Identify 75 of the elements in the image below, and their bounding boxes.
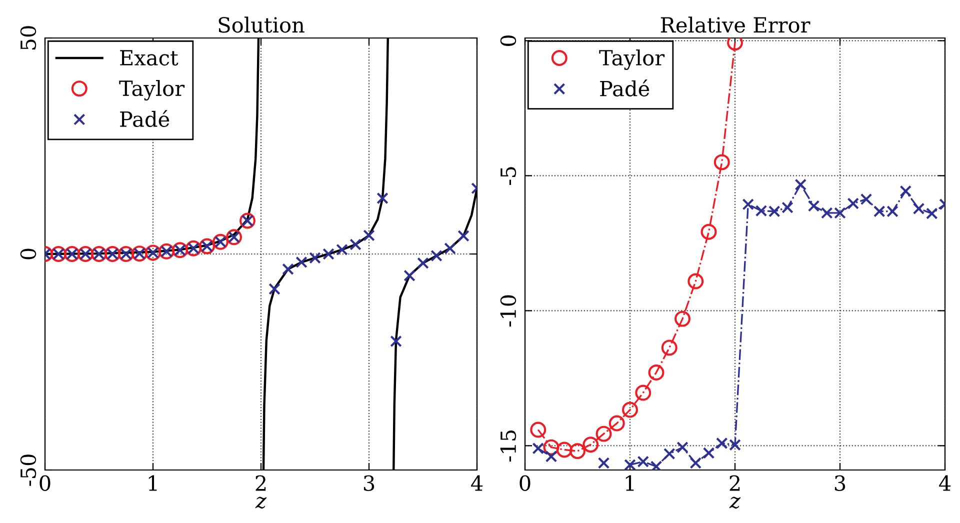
point xyxy=(794,178,807,191)
point xyxy=(282,263,294,276)
point xyxy=(296,256,308,268)
x-tick-label: 3 xyxy=(834,475,846,491)
point xyxy=(543,439,560,456)
point xyxy=(322,248,334,260)
point xyxy=(688,273,704,290)
y-tick-label: 50 xyxy=(20,26,36,50)
x-tick-label: 2 xyxy=(256,475,266,491)
point xyxy=(376,192,388,204)
point xyxy=(912,202,925,215)
point xyxy=(556,442,572,458)
x-axis-title: z xyxy=(729,496,741,509)
point xyxy=(860,193,872,206)
x-tick-label: 3 xyxy=(364,475,374,491)
point xyxy=(926,208,938,220)
point xyxy=(570,443,586,460)
point xyxy=(417,257,429,269)
legend-label: Taylor xyxy=(599,49,665,70)
y-tick-label: -50 xyxy=(20,454,36,486)
y-tick-label: 0 xyxy=(500,35,516,46)
point xyxy=(663,448,676,460)
x-axis-title: z xyxy=(255,496,267,509)
x-tick-label: 1 xyxy=(148,475,157,491)
y-tick-label: -10 xyxy=(500,295,516,327)
legend-label: Taylor xyxy=(119,80,185,100)
point xyxy=(635,384,652,401)
chart-title: Solution xyxy=(218,16,304,33)
point xyxy=(582,436,599,453)
legend-label: Padé xyxy=(600,80,650,96)
point xyxy=(702,447,715,459)
point xyxy=(309,252,321,264)
point xyxy=(532,442,544,454)
x-tick-label: 4 xyxy=(939,475,951,491)
point xyxy=(808,200,820,212)
point xyxy=(650,460,662,470)
point xyxy=(661,340,678,356)
y-tick-label: -5 xyxy=(500,167,516,185)
point xyxy=(676,441,688,454)
y-tick-label: -15 xyxy=(500,430,516,462)
chart-title: Relative Error xyxy=(660,16,810,33)
point xyxy=(900,185,912,197)
point xyxy=(700,224,717,240)
x-tick-label: 2 xyxy=(730,475,740,491)
point xyxy=(530,422,546,438)
point xyxy=(596,426,612,442)
point xyxy=(363,230,375,242)
point xyxy=(444,242,456,254)
point xyxy=(637,456,650,468)
point xyxy=(458,230,470,242)
point xyxy=(690,457,702,469)
point xyxy=(430,250,442,262)
point xyxy=(350,238,362,250)
point xyxy=(608,415,625,432)
point xyxy=(404,270,416,282)
point xyxy=(598,457,610,469)
y-tick-label: 0 xyxy=(20,248,36,260)
x-tick-label: 4 xyxy=(471,475,483,491)
x-tick-label: 1 xyxy=(626,475,634,491)
point xyxy=(847,198,860,210)
point xyxy=(268,283,280,295)
legend-label: Padé xyxy=(120,110,170,128)
point xyxy=(622,402,638,418)
point xyxy=(390,335,402,348)
point xyxy=(624,458,636,470)
point xyxy=(714,154,730,170)
point xyxy=(336,244,348,256)
point xyxy=(648,364,664,381)
x-tick-label: 0 xyxy=(40,475,50,491)
x-tick-label: 0 xyxy=(520,475,530,491)
legend-label: Exact xyxy=(120,50,178,66)
point xyxy=(545,450,558,462)
point xyxy=(742,198,754,210)
point xyxy=(782,202,794,214)
point xyxy=(674,310,690,327)
